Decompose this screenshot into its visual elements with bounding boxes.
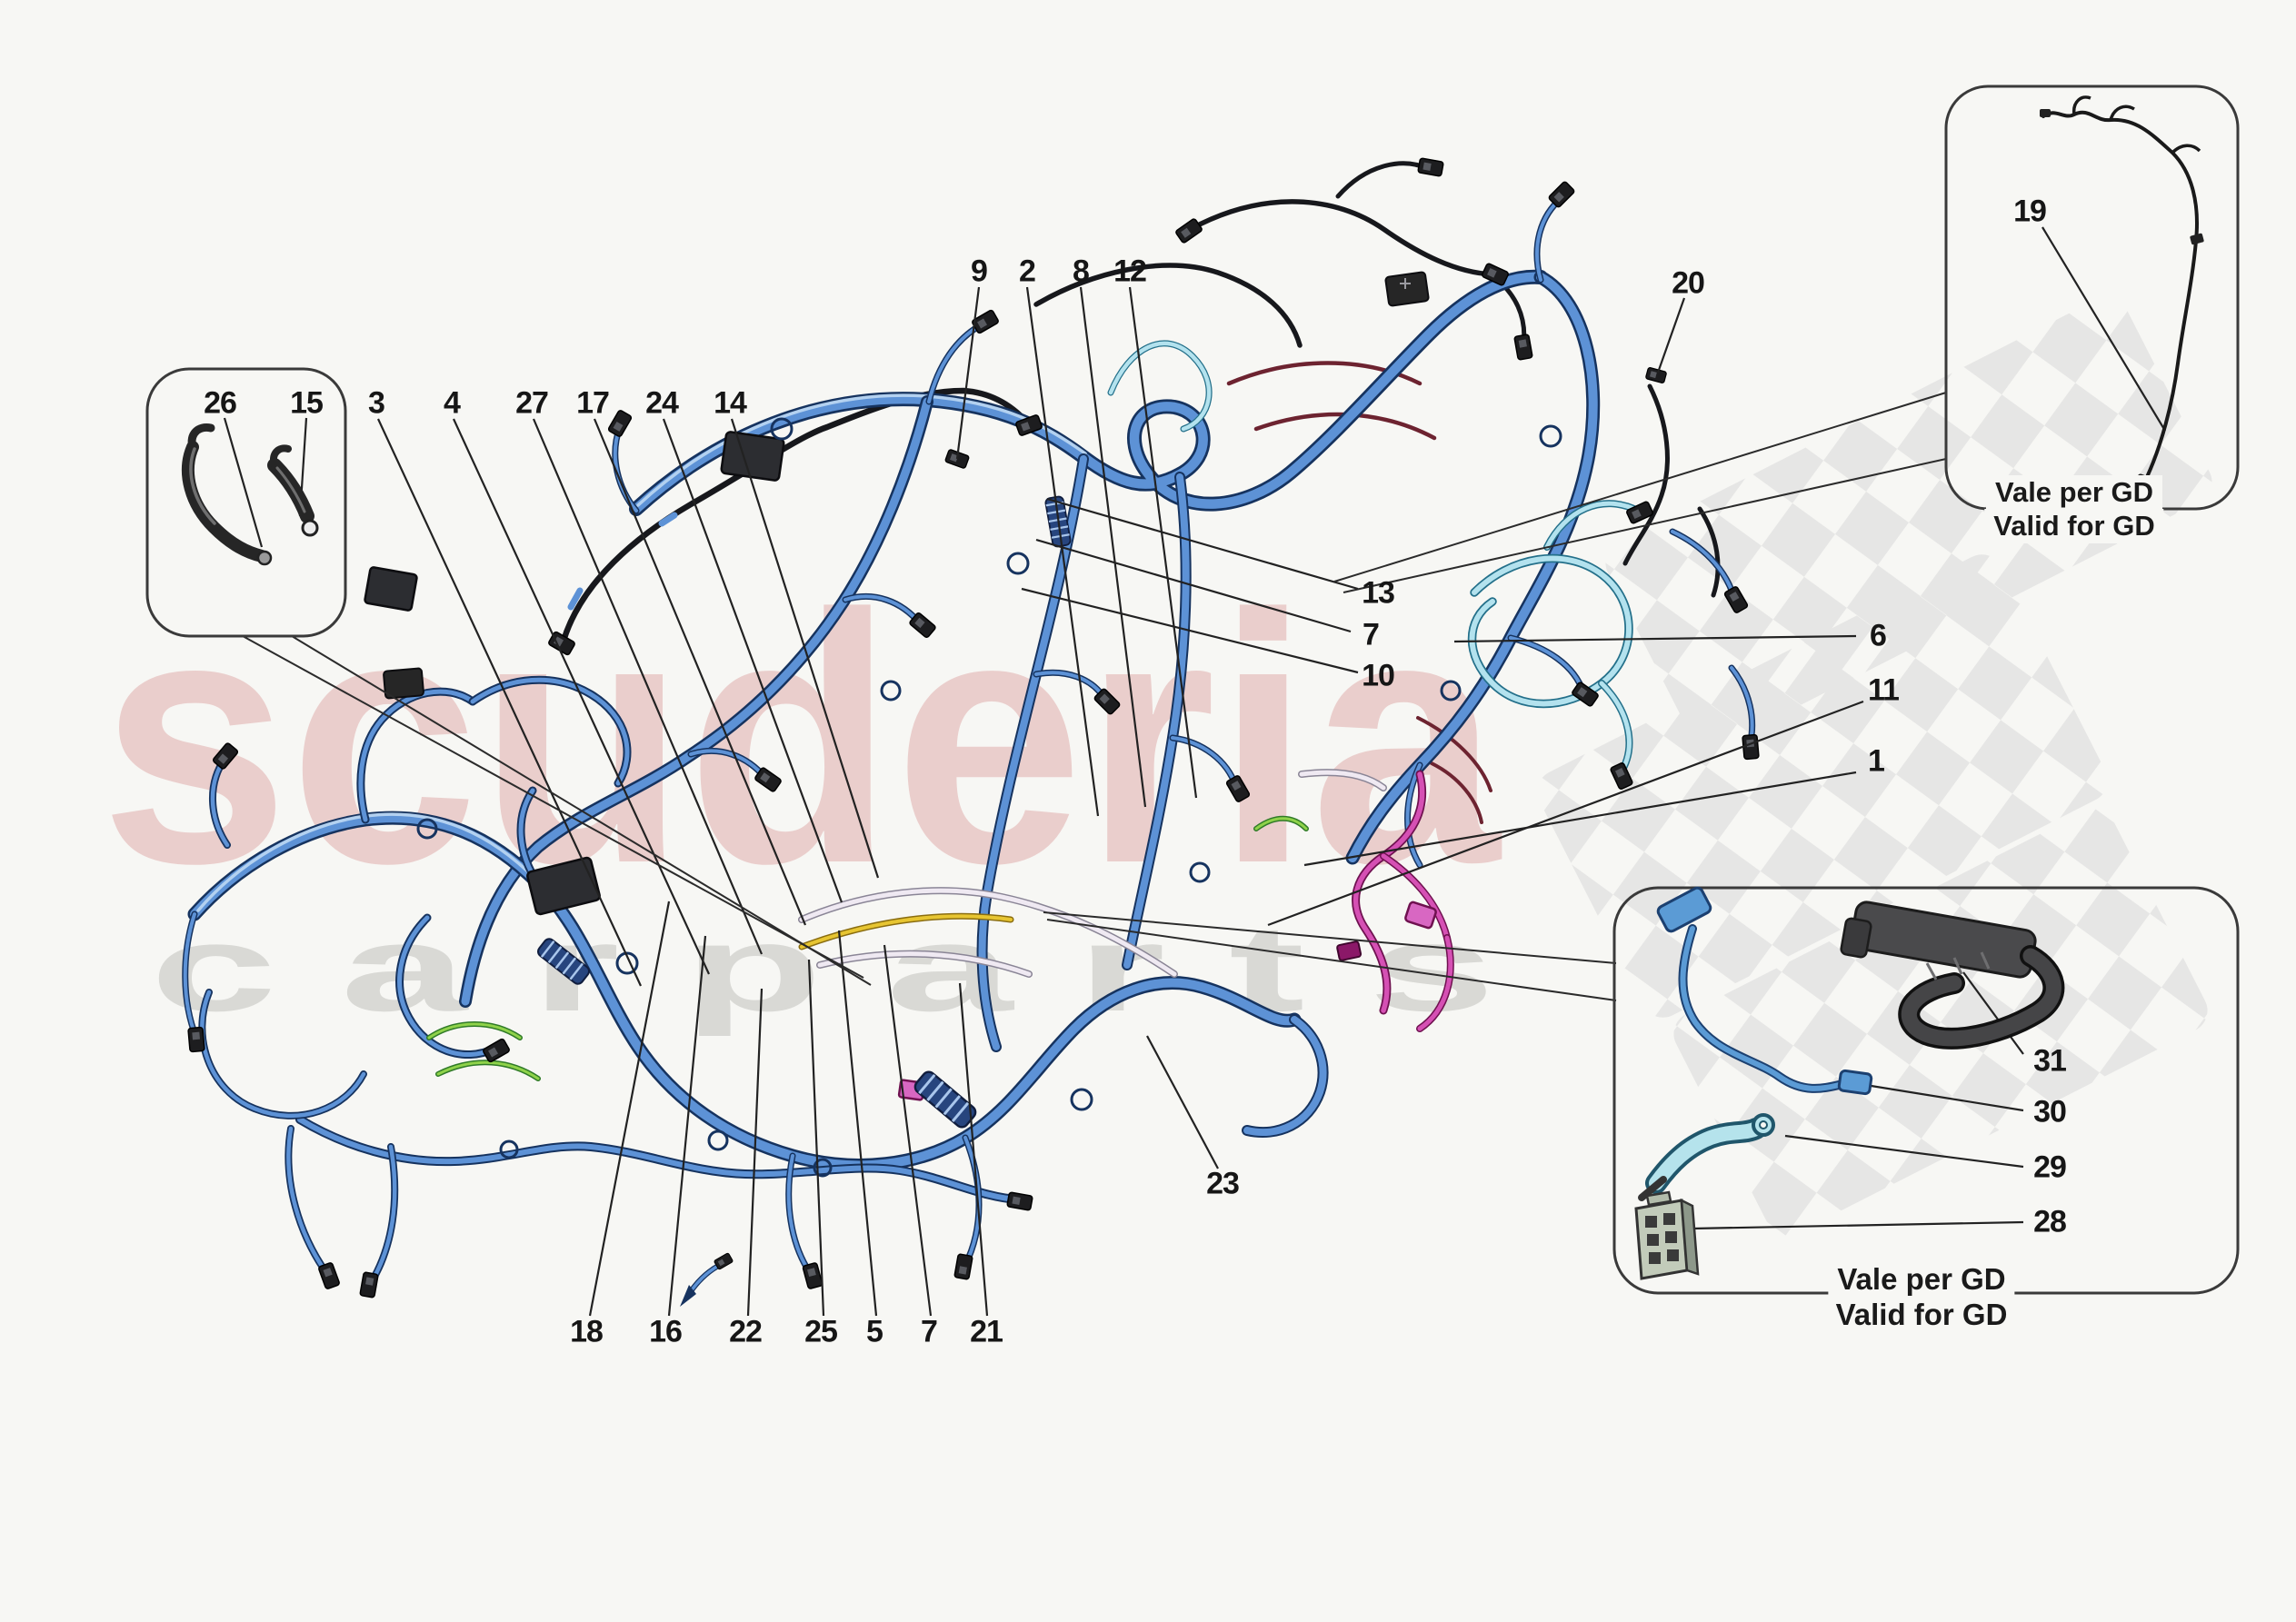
part-label-11: 11 (1868, 672, 1900, 708)
part-label-23: 23 (1206, 1166, 1240, 1201)
part-29-drawing (1638, 1113, 1775, 1201)
part-label-9: 9 (971, 254, 988, 289)
part-label-16: 16 (649, 1314, 683, 1349)
part-label-25: 25 (804, 1314, 838, 1349)
part-label-31: 31 (2033, 1043, 2067, 1079)
part-label-22: 22 (729, 1314, 763, 1349)
gd-note-bottom-line1: Vale per GD (1828, 1261, 2015, 1298)
part-31-drawing (1840, 901, 2065, 1050)
wiring-harness-illustration (182, 157, 1760, 1307)
part-label-29: 29 (2033, 1149, 2067, 1185)
junction-blocks (364, 271, 1430, 916)
part-label-2: 2 (1019, 254, 1036, 289)
part-15-drawing (267, 444, 319, 537)
part-label-17: 17 (576, 385, 610, 421)
part-label-27: 27 (515, 385, 549, 421)
part-label-19: 19 (2013, 194, 2047, 229)
part-label-15: 15 (290, 385, 324, 421)
part-label-30: 30 (2033, 1094, 2067, 1129)
part-label-21: 21 (970, 1314, 1003, 1349)
part-label-12: 12 (1113, 254, 1147, 289)
gd-note-bottom-line2: Valid for GD (1826, 1297, 2017, 1333)
part-label-6: 6 (1870, 618, 1887, 653)
brand-watermark-text: scuderia (100, 541, 1502, 937)
part-label-28: 28 (2033, 1204, 2067, 1239)
gd-note-top-line2: Valid for GD (1984, 509, 2164, 543)
part-label-14: 14 (714, 385, 747, 421)
part-label-7-bottom: 7 (921, 1314, 938, 1349)
part-26-drawing (181, 423, 273, 566)
direction-arrow-icon (680, 1285, 696, 1307)
part-30-drawing (1656, 886, 1873, 1096)
part-28-drawing (1634, 1190, 1700, 1280)
part-label-8: 8 (1073, 254, 1090, 289)
part-label-24: 24 (645, 385, 679, 421)
part-label-18: 18 (570, 1314, 604, 1349)
part-label-26: 26 (204, 385, 237, 421)
part-label-5: 5 (866, 1314, 883, 1349)
pointer-wire (680, 1252, 734, 1307)
harness-clamps (416, 417, 1562, 1178)
leader-lines (223, 226, 2166, 1317)
part-label-1: 1 (1868, 743, 1885, 779)
part-label-7-right: 7 (1363, 617, 1380, 652)
inset-box-parts-26-15 (145, 367, 347, 638)
gd-note-top-line1: Vale per GD (1985, 475, 2163, 510)
part-label-13: 13 (1362, 575, 1395, 611)
part-label-3: 3 (368, 385, 385, 421)
inset-pointer-lines (242, 392, 1947, 1001)
part-label-20: 20 (1672, 265, 1705, 301)
part-label-4: 4 (444, 385, 461, 421)
part-label-10: 10 (1362, 658, 1395, 693)
